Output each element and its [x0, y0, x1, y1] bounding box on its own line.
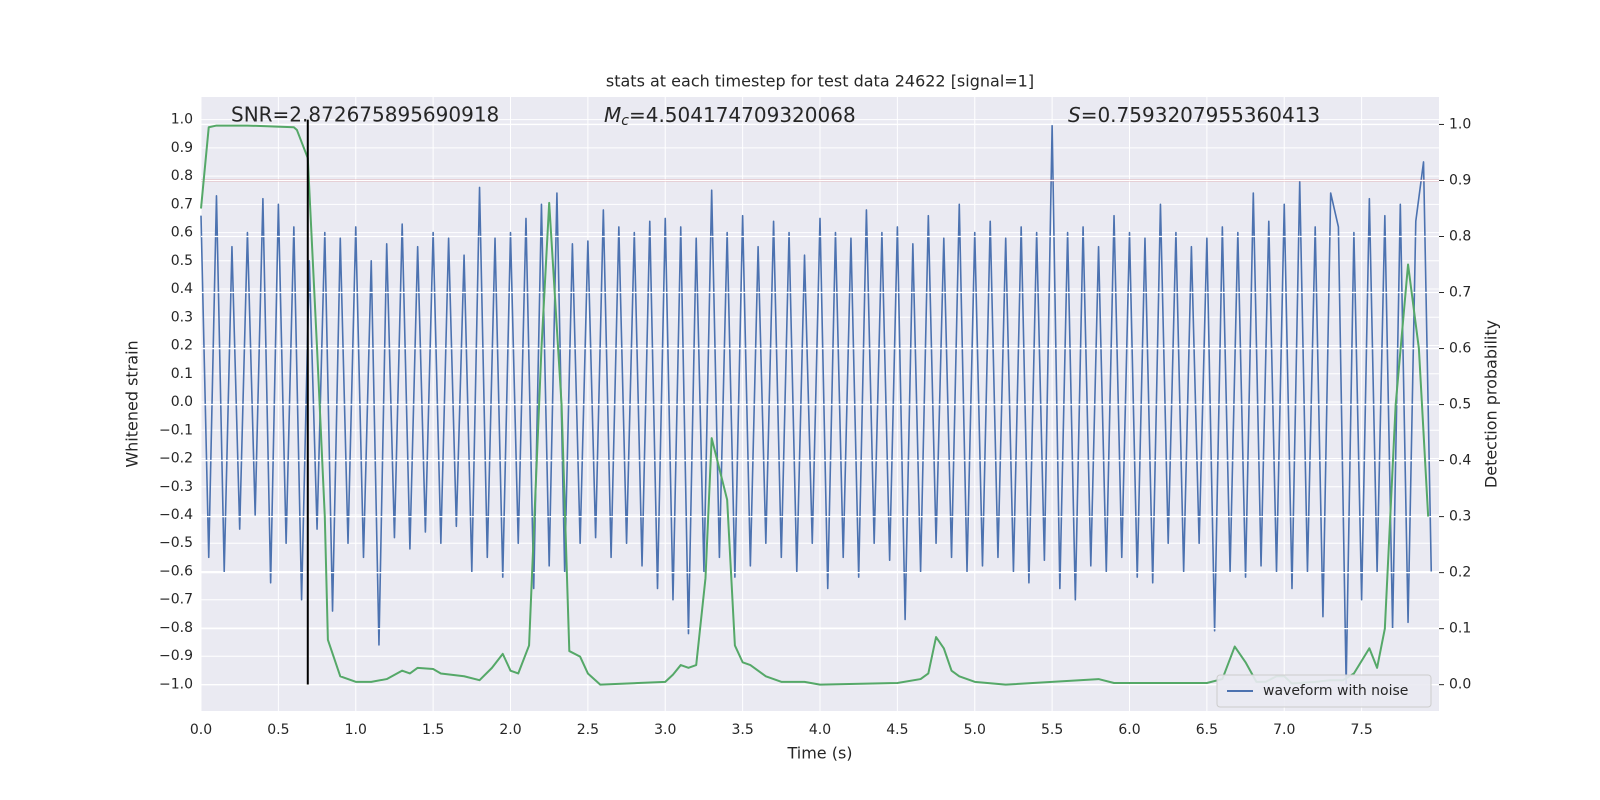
y-tick-label: −0.4: [159, 507, 193, 523]
x-tick-label: 5.5: [1041, 722, 1063, 738]
y-tick-label: 1.0: [171, 112, 193, 128]
y-tick-label: −0.7: [159, 592, 193, 608]
x-axis-label: Time (s): [786, 744, 852, 763]
s-annotation: S=0.7593207955360413: [1068, 103, 1320, 127]
mc-subscript: c: [621, 113, 629, 129]
x-tick-label: 3.0: [654, 722, 676, 738]
y-tick-label: −0.2: [159, 451, 193, 467]
y-tick-label: −0.6: [159, 563, 193, 579]
mc-text: =4.504174709320068: [629, 103, 856, 127]
mc-symbol: M: [604, 103, 621, 127]
x-tick-label: 4.5: [886, 722, 908, 738]
y-tick-label: 0.4: [171, 281, 193, 297]
y2-tick-label: 0.9: [1449, 172, 1471, 188]
x-tick-label: 1.0: [345, 722, 367, 738]
y-tick-label: 0.1: [171, 366, 193, 382]
y-tick-label: −0.9: [159, 648, 193, 664]
x-tick-label: 3.5: [731, 722, 753, 738]
y2-tick-label: 0.5: [1449, 397, 1471, 413]
y2-tick-label: 0.6: [1449, 341, 1471, 357]
x-tick-label: 2.5: [577, 722, 599, 738]
y2-tick-label: 0.8: [1449, 228, 1471, 244]
waveform-line: [200, 124, 1433, 686]
x-tick-label: 2.0: [499, 722, 521, 738]
y-tick-label: −0.8: [159, 620, 193, 636]
mc-annotation: Mc=4.504174709320068: [604, 103, 856, 130]
y-tick-label: 0.0: [171, 394, 193, 410]
x-tick-label: 7.5: [1350, 722, 1372, 738]
legend-box: [1216, 674, 1432, 708]
s-symbol: S: [1068, 103, 1081, 127]
y-tick-label: −0.1: [159, 422, 193, 438]
y-tick-label: −0.5: [159, 535, 193, 551]
y-tick-label: 0.6: [171, 225, 193, 241]
y-tick-label: −1.0: [159, 676, 193, 692]
y-tick-label: 0.5: [171, 253, 193, 269]
y-tick-label: −0.3: [159, 479, 193, 495]
x-tick-label: 0.0: [190, 722, 212, 738]
y2-tick-label: 0.7: [1449, 285, 1471, 301]
y2-tick-label: 0.0: [1449, 677, 1471, 693]
s-text: =0.7593207955360413: [1081, 103, 1320, 127]
y-tick-label: 0.3: [171, 309, 193, 325]
chart-title: stats at each timestep for test data 246…: [606, 72, 1034, 91]
x-tick-label: 7.0: [1273, 722, 1295, 738]
y-axis-label: Whitened strain: [123, 340, 142, 467]
x-tick-label: 5.0: [964, 722, 986, 738]
x-tick-label: 4.0: [809, 722, 831, 738]
y2-tick-label: 0.3: [1449, 509, 1471, 525]
y2-tick-label: 0.1: [1449, 621, 1471, 637]
y-tick-label: 0.7: [171, 196, 193, 212]
x-tick-label: 6.5: [1196, 722, 1218, 738]
y2-axis-label: Detection probability: [1482, 320, 1501, 488]
x-tick-label: 0.5: [267, 722, 289, 738]
legend-label: waveform with noise: [1263, 683, 1408, 699]
snr-annotation: SNR=2.872675895690918: [231, 103, 499, 127]
y-tick-label: 0.8: [171, 168, 193, 184]
y2-tick-label: 0.2: [1449, 565, 1471, 581]
y-tick-label: 0.2: [171, 338, 193, 354]
y-tick-label: 0.9: [171, 140, 193, 156]
x-tick-label: 1.5: [422, 722, 444, 738]
x-tick-label: 6.0: [1118, 722, 1140, 738]
y2-tick-label: 1.0: [1449, 116, 1471, 132]
y2-tick-label: 0.4: [1449, 453, 1471, 469]
